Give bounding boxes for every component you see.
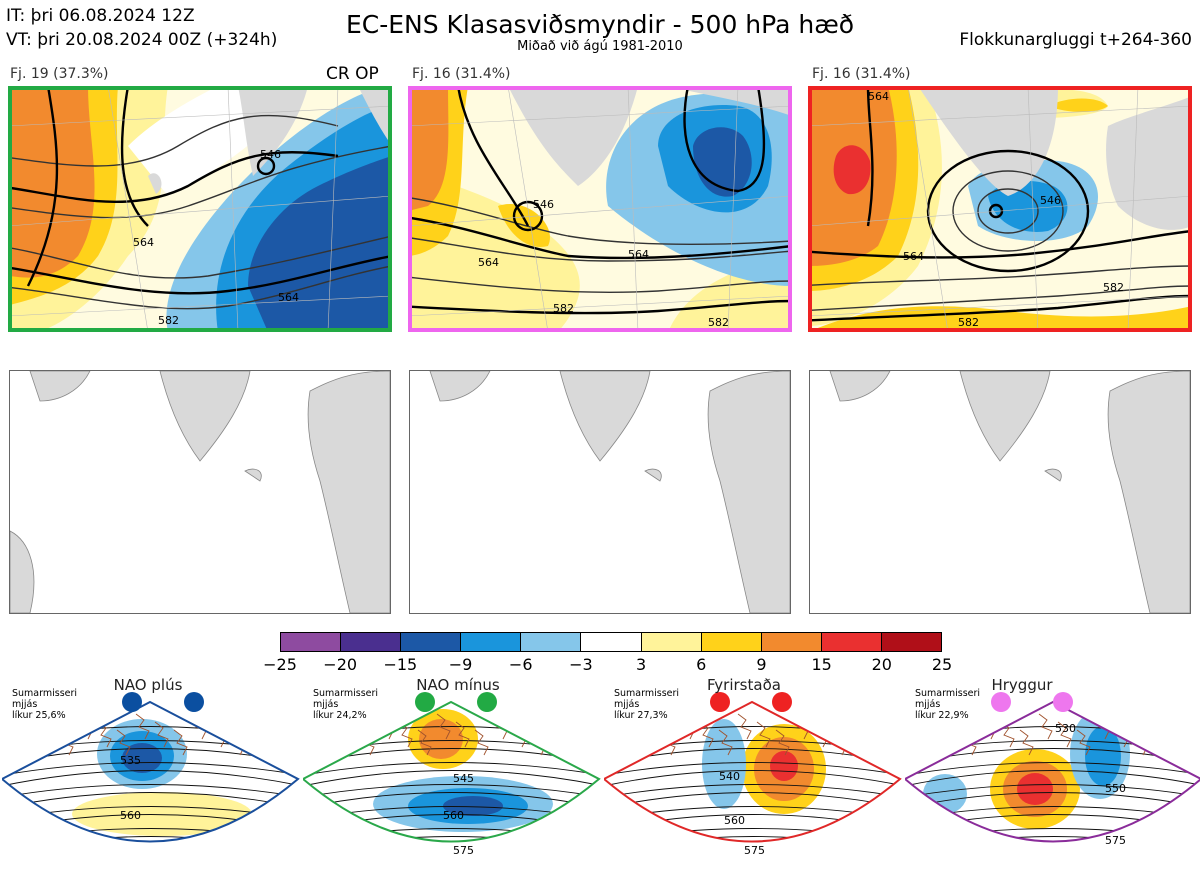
regime-map: 540 560 575 [604, 700, 902, 857]
contour-label: 582 [958, 316, 979, 329]
regime-note: Sumarmisseri mjjás líkur 22,9% [915, 688, 981, 721]
colorbar-swatch [880, 633, 942, 651]
panel-1-extra: CR OP [326, 64, 379, 84]
regime-note: Sumarmisseri mjjás líkur 24,2% [313, 688, 379, 721]
regime-contour-label: 560 [724, 814, 745, 827]
contour-label: 582 [158, 314, 179, 327]
contour-label: 564 [478, 256, 499, 269]
cluster-map-2: 546 564 564 582 582 [408, 86, 792, 332]
panel-1-label: Fj. 19 (37.3%) [10, 66, 109, 82]
colorbar-tick-label: −15 [383, 655, 418, 674]
regime-marker-dot [1053, 692, 1073, 712]
contour-label: 564 [133, 236, 154, 249]
cluster-map-1: 546 564 564 582 [8, 86, 392, 332]
contour-label: 546 [260, 148, 281, 161]
contour-label: 564 [278, 291, 299, 304]
colorbar-tick-label: −20 [323, 655, 358, 674]
colorbar-tick-label: −3 [569, 655, 593, 674]
regime-contour-label: 560 [120, 809, 141, 822]
colorbar-tick-label: 20 [871, 655, 892, 674]
regime-map: 535 560 [2, 700, 300, 843]
colorbar-swatch [281, 633, 341, 651]
colorbar-tick-label: 9 [756, 655, 767, 674]
regime-contour-label: 530 [1055, 722, 1076, 735]
colorbar-swatch [640, 633, 701, 651]
contour-label: 564 [903, 250, 924, 263]
colorbar-tick-label: −25 [263, 655, 297, 674]
basemap-3 [809, 370, 1191, 614]
contour-label: 564 [868, 90, 889, 103]
colorbar-swatch [700, 633, 761, 651]
basemap-2 [409, 370, 791, 614]
regime-contour-label: 550 [1105, 782, 1126, 795]
colorbar-swatch [460, 633, 521, 651]
regime-marker-dot [991, 692, 1011, 712]
regime-marker-dot [415, 692, 435, 712]
regime-contour-label: 540 [719, 770, 740, 783]
regime-map: 530 550 575 [905, 700, 1200, 847]
contour-label: 582 [1103, 281, 1124, 294]
regime-map: 545 560 575 [303, 700, 601, 857]
valid-time: VT: þri 20.08.2024 00Z (+324h) [6, 30, 278, 50]
contour-label: 564 [628, 248, 649, 261]
contour-label: 546 [1040, 194, 1061, 207]
cluster-map-2-frame [408, 86, 792, 332]
regime-name: Hryggur [991, 676, 1053, 694]
colorbar-tick-label: −9 [448, 655, 473, 674]
regime-name: NAO mínus [416, 676, 500, 694]
regime-contour-label: 560 [443, 809, 464, 822]
colorbar [280, 632, 942, 652]
colorbar-tick-label: 3 [635, 655, 647, 674]
contour-label: 582 [708, 316, 729, 329]
regime-name: NAO plús [113, 676, 183, 694]
regime-contour-label: 545 [453, 772, 474, 785]
initial-time: IT: þri 06.08.2024 12Z [6, 6, 195, 26]
colorbar-swatch [400, 633, 461, 651]
contour-label: 582 [553, 302, 574, 315]
regime-marker-dot [122, 692, 142, 712]
regime-contour-label: 535 [120, 754, 141, 767]
regime-marker-dot [710, 692, 730, 712]
colorbar-tick-label: −6 [508, 655, 533, 674]
regime-contour-label: 575 [1105, 834, 1126, 847]
colorbar-tick-label: 25 [931, 655, 953, 674]
regime-name: Fyrirstaða [707, 676, 781, 694]
regime-contour-label: 575 [453, 844, 474, 857]
cluster-map-1-frame [8, 86, 392, 332]
colorbar-tick-label: 15 [811, 655, 832, 674]
regime-marker-dot [184, 692, 204, 712]
colorbar-tick-label: 6 [696, 655, 707, 674]
colorbar-swatch [520, 633, 581, 651]
cluster-map-3: 564 546 564 582 582 [808, 86, 1192, 332]
colorbar-swatch [340, 633, 401, 651]
regime-outline [604, 700, 902, 843]
regime-marker-dot [772, 692, 792, 712]
page-subtitle: Miðað við ágú 1981-2010 [517, 39, 683, 54]
panel-3-label: Fj. 16 (31.4%) [812, 66, 911, 82]
contour-label: 546 [533, 198, 554, 211]
colorbar-swatch [760, 633, 821, 651]
regime-marker-dot [477, 692, 497, 712]
colorbar-swatch [580, 633, 641, 651]
regime-outline [2, 700, 300, 843]
panel-2-label: Fj. 16 (31.4%) [412, 66, 511, 82]
basemap-1 [9, 370, 391, 614]
classification-window: Flokkunargluggi t+264-360 [959, 30, 1192, 50]
page-title: EC-ENS Klasasviðsmyndir - 500 hPa hæð [345, 10, 855, 39]
regime-outline [905, 700, 1200, 843]
regime-note: Sumarmisseri mjjás líkur 25,6% [12, 688, 78, 721]
regime-contour-label: 575 [744, 844, 765, 857]
cluster-map-3-frame [808, 86, 1192, 332]
colorbar-swatch [820, 633, 881, 651]
regime-note: Sumarmisseri mjjás líkur 27,3% [614, 688, 680, 721]
regime-outline [303, 700, 601, 843]
